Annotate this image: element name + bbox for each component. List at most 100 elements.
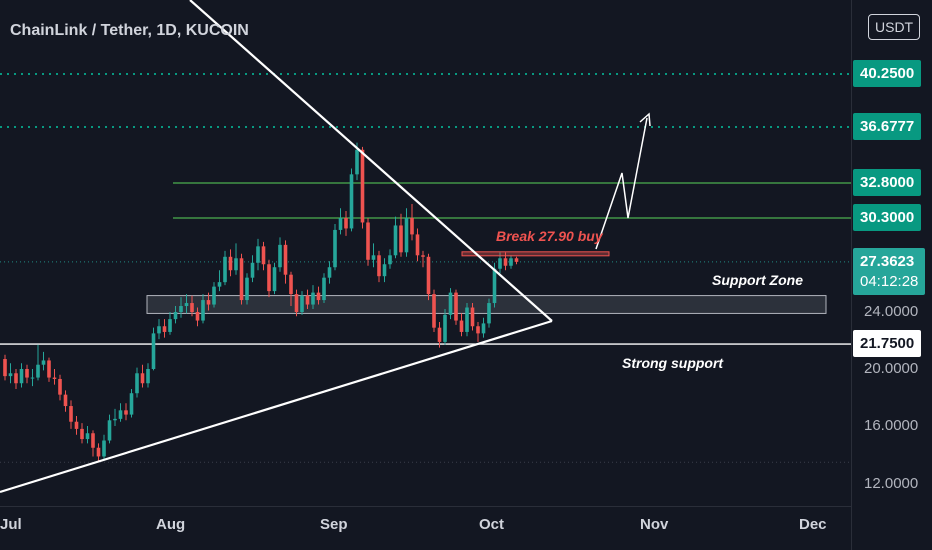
candle-body	[25, 369, 29, 378]
candle-body	[69, 406, 73, 422]
support-zone-annotation: Support Zone	[712, 272, 803, 288]
candle-body	[278, 244, 282, 268]
candle-body	[8, 373, 13, 377]
candle-body	[509, 258, 513, 266]
candle-body	[267, 264, 271, 292]
time-tick-label: Oct	[479, 516, 505, 533]
break-level-box	[461, 251, 610, 257]
price-label: 21.7500	[853, 330, 922, 358]
candle-body	[157, 326, 161, 334]
candle-body	[250, 262, 255, 278]
candle-body	[399, 225, 403, 253]
currency-badge[interactable]: USDT	[868, 14, 921, 40]
candle-body	[432, 294, 436, 328]
candle-body	[322, 277, 326, 301]
ascending-trendline	[0, 319, 553, 494]
candle-body	[333, 229, 337, 268]
candle-body	[124, 410, 128, 415]
candle-body	[300, 295, 304, 312]
time-tick-label: Nov	[640, 516, 669, 533]
price-tick-label: 12.0000	[864, 475, 919, 492]
candle-body	[404, 218, 409, 253]
candle-body	[146, 369, 150, 384]
candle-body	[52, 377, 57, 379]
candle-body	[388, 255, 392, 265]
candle-body	[140, 373, 145, 384]
time-tick-label: Sep	[320, 516, 348, 533]
time-tick-label: Dec	[799, 516, 827, 533]
time-tick-label: Jul	[0, 516, 22, 533]
price-label: 27.3623 04:12:28	[853, 247, 926, 295]
projection-arrowhead	[639, 112, 651, 127]
candle-body	[410, 218, 414, 235]
candle-body	[3, 359, 7, 377]
candle-body	[470, 307, 475, 327]
candle-body	[487, 303, 491, 324]
candle-body	[256, 246, 260, 263]
candle-body	[272, 267, 277, 292]
time-axis-divider	[0, 506, 851, 507]
candle-body	[448, 292, 453, 315]
candle-body	[85, 433, 90, 440]
strong-support-annotation: Strong support	[622, 355, 724, 371]
candle-body	[289, 274, 293, 295]
candle-body	[195, 312, 200, 321]
price-label-value: 32.8000	[860, 174, 915, 191]
candle-body	[151, 333, 156, 369]
price-chart[interactable]	[0, 0, 851, 506]
candle-body	[36, 364, 40, 378]
candle-body	[201, 300, 205, 321]
candle-body	[74, 421, 79, 429]
candle-body	[245, 277, 249, 301]
candle-body	[179, 306, 183, 312]
candle-body	[228, 256, 233, 271]
candle-body	[30, 377, 35, 379]
candle-body	[261, 246, 266, 265]
price-label-value: 21.7500	[860, 335, 915, 353]
price-label-value: 27.3623	[860, 252, 915, 270]
candle-body	[283, 244, 288, 275]
price-label: 40.2500	[853, 60, 922, 87]
candle-body	[437, 327, 442, 342]
candle-body	[96, 447, 101, 457]
candle-body	[294, 294, 299, 312]
candle-body	[498, 258, 502, 269]
candle-body	[327, 267, 332, 278]
candle-body	[173, 312, 178, 320]
break-annotation: Break 27.90 buy	[496, 228, 603, 244]
price-tick-label: 24.0000	[864, 303, 919, 320]
candle-body	[421, 255, 425, 257]
candle-body	[217, 282, 222, 287]
candle-body	[14, 373, 18, 384]
candle-body	[91, 433, 95, 448]
candles-layer	[3, 142, 519, 463]
price-label-value: 40.2500	[860, 65, 915, 82]
time-tick-label: Aug	[156, 516, 186, 533]
drawings-layer	[0, 0, 651, 494]
candle-body	[382, 264, 387, 277]
candle-body	[503, 258, 508, 266]
candle-body	[514, 258, 519, 262]
candle-body	[19, 369, 24, 384]
candle-body	[338, 218, 343, 230]
price-tick-label: 16.0000	[864, 417, 919, 434]
price-label-value: 30.3000	[860, 209, 915, 226]
candle-body	[212, 286, 216, 305]
candle-body	[311, 292, 315, 305]
levels-layer	[0, 73, 851, 463]
candle-body	[47, 360, 51, 378]
candle-body	[316, 292, 321, 301]
candle-body	[239, 258, 244, 301]
candle-body	[190, 303, 194, 312]
support-zone-layer	[146, 295, 827, 314]
candle-body	[135, 373, 139, 394]
candle-body	[107, 420, 112, 441]
candle-body	[305, 295, 310, 305]
candle-body	[476, 326, 480, 334]
candle-body	[129, 393, 134, 415]
price-label: 36.6777	[853, 113, 922, 140]
price-label-value: 36.6777	[860, 118, 915, 135]
candle-body	[206, 300, 211, 305]
price-label: 32.8000	[853, 169, 922, 196]
candle-body	[349, 174, 354, 229]
